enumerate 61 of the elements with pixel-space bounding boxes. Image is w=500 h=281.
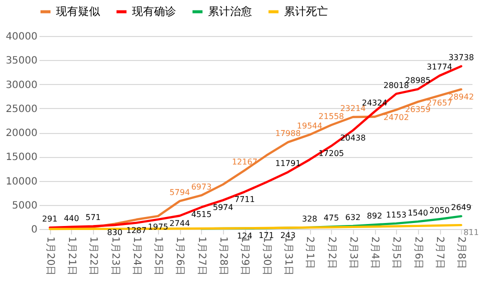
data-label: 291 xyxy=(42,214,58,224)
data-label: 571 xyxy=(85,213,101,222)
x-tick-label: 1月31日 xyxy=(282,236,294,276)
data-label: 2649 xyxy=(450,203,472,212)
y-tick-label: 5000 xyxy=(12,200,38,212)
legend-label: 现有疑似 xyxy=(56,4,100,18)
x-tick-label: 1月25日 xyxy=(152,236,164,276)
data-label: 830 xyxy=(107,228,122,237)
x-tick-label: 1月21日 xyxy=(66,236,77,276)
data-label: 1540 xyxy=(408,208,428,218)
data-label: 5974 xyxy=(212,203,234,212)
y-tick-label: 0 xyxy=(31,224,38,236)
data-label: 440 xyxy=(64,214,80,223)
data-label: 6973 xyxy=(191,182,212,192)
data-label: 21558 xyxy=(318,112,344,121)
x-tick-label: 2月2日 xyxy=(326,236,337,270)
data-label: 7711 xyxy=(234,194,255,204)
data-label: 2050 xyxy=(429,206,450,216)
x-tick-label: 2月1日 xyxy=(304,236,316,270)
y-tick-label: 20000 xyxy=(6,128,38,139)
x-tick-label: 2月8日 xyxy=(456,236,467,270)
legend-label: 累计治愈 xyxy=(208,4,252,18)
x-tick-label: 1月24日 xyxy=(130,236,142,276)
y-tick-label: 40000 xyxy=(6,32,38,42)
x-tick-label: 1月26日 xyxy=(174,236,186,276)
data-label: 892 xyxy=(366,212,382,221)
legend-label: 现有确诊 xyxy=(132,4,176,18)
data-label: 17205 xyxy=(318,148,344,158)
y-tick-label: 15000 xyxy=(6,152,38,164)
x-tick-label: 1月23日 xyxy=(109,236,120,276)
data-label: 24702 xyxy=(384,112,409,122)
data-label: 4515 xyxy=(191,210,212,220)
data-label: 475 xyxy=(324,214,339,223)
data-label: 632 xyxy=(345,212,361,222)
data-label: 1153 xyxy=(386,210,406,220)
y-tick-label: 35000 xyxy=(6,56,38,67)
x-tick-label: 2月4日 xyxy=(369,236,380,270)
x-tick-label: 1月20日 xyxy=(44,236,56,276)
data-label: 31774 xyxy=(426,62,452,72)
data-label: 11791 xyxy=(275,159,301,168)
y-tick-label: 10000 xyxy=(6,176,38,188)
y-tick-label: 30000 xyxy=(6,80,38,91)
legend-label: 累计死亡 xyxy=(284,4,328,18)
x-tick-label: 1月27日 xyxy=(196,236,207,276)
data-label: 5794 xyxy=(170,188,190,198)
data-label: 19544 xyxy=(296,122,322,131)
data-label: 17988 xyxy=(275,129,301,138)
data-label: 28018 xyxy=(384,80,409,90)
data-label: 2744 xyxy=(170,218,190,228)
x-tick-label: 2月3日 xyxy=(347,236,358,270)
data-label: 328 xyxy=(302,214,318,224)
x-tick-label: 2月7日 xyxy=(434,236,446,270)
x-tick-label: 2月6日 xyxy=(412,236,424,270)
data-label: 26359 xyxy=(405,104,431,114)
data-label: 811 xyxy=(464,228,479,238)
x-tick-label: 1月22日 xyxy=(88,236,99,276)
data-label: 33738 xyxy=(448,53,474,62)
x-tick-label: 2月5日 xyxy=(390,236,402,270)
x-tick-label: 1月30日 xyxy=(260,236,272,276)
x-tick-label: 1月28日 xyxy=(218,236,229,276)
y-tick-label: 25000 xyxy=(6,104,38,115)
